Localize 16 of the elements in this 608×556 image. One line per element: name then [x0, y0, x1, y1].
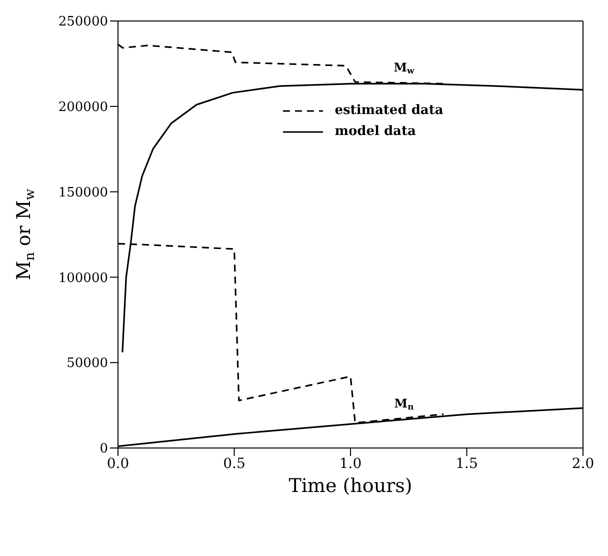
y-tick-label: 250000 — [58, 14, 108, 30]
y-tick-label: 150000 — [58, 185, 108, 200]
legend-label: estimated data — [334, 103, 444, 118]
y-tick-label: 100000 — [58, 270, 108, 286]
x-tick-label: 1.0 — [339, 456, 362, 472]
y-tick-label: 50000 — [66, 356, 108, 372]
annotation: M$_{w}$ — [394, 60, 416, 76]
y-tick-label: 200000 — [58, 100, 108, 116]
x-tick-label: 2.0 — [572, 456, 594, 472]
x-tick-label: 0.5 — [223, 456, 246, 472]
x-tick-label: 0.0 — [106, 456, 130, 472]
legend-label: model data — [334, 124, 416, 139]
annotation: M$_{n}$ — [394, 396, 414, 412]
x-tick-label: 1.5 — [456, 456, 478, 472]
x-axis-title: Time (hours) — [288, 475, 412, 497]
y-tick-label: 0 — [100, 442, 108, 457]
